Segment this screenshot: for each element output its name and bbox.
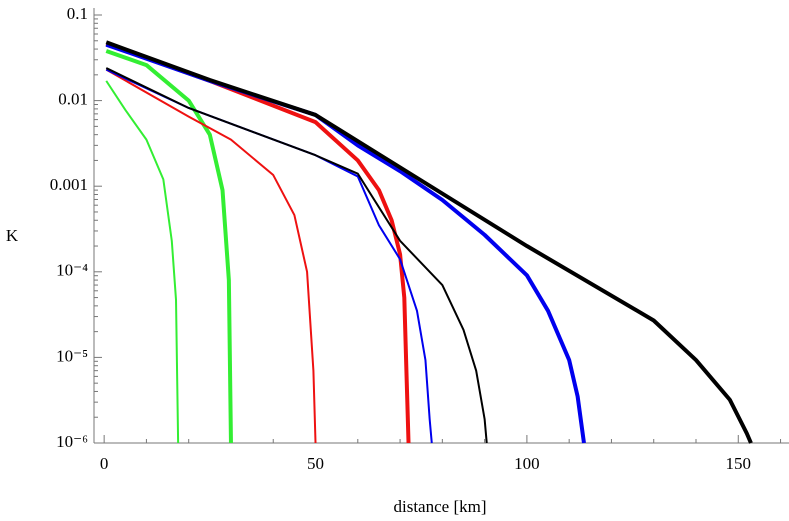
series-line bbox=[105, 68, 433, 444]
series-line bbox=[105, 41, 411, 444]
x-tick-label: 0 bbox=[100, 454, 109, 473]
x-tick-label: 150 bbox=[726, 454, 752, 473]
y-tick-label: 10⁻⁶ bbox=[56, 432, 88, 451]
series-line bbox=[105, 67, 488, 444]
y-axis-label: K bbox=[6, 226, 19, 245]
x-tick-label: 50 bbox=[307, 454, 324, 473]
series-line bbox=[105, 49, 233, 444]
y-tick-label: 10⁻⁵ bbox=[56, 346, 88, 365]
x-axis-label: distance [km] bbox=[394, 497, 487, 516]
series-line bbox=[105, 40, 753, 444]
series-line bbox=[105, 80, 180, 444]
y-tick-label: 0.01 bbox=[58, 90, 88, 109]
y-tick-label: 10⁻⁴ bbox=[56, 261, 88, 280]
y-tick-label: 0.1 bbox=[67, 4, 88, 23]
series-line bbox=[105, 68, 317, 444]
y-tick-label: 0.001 bbox=[50, 175, 88, 194]
x-tick-label: 100 bbox=[514, 454, 540, 473]
